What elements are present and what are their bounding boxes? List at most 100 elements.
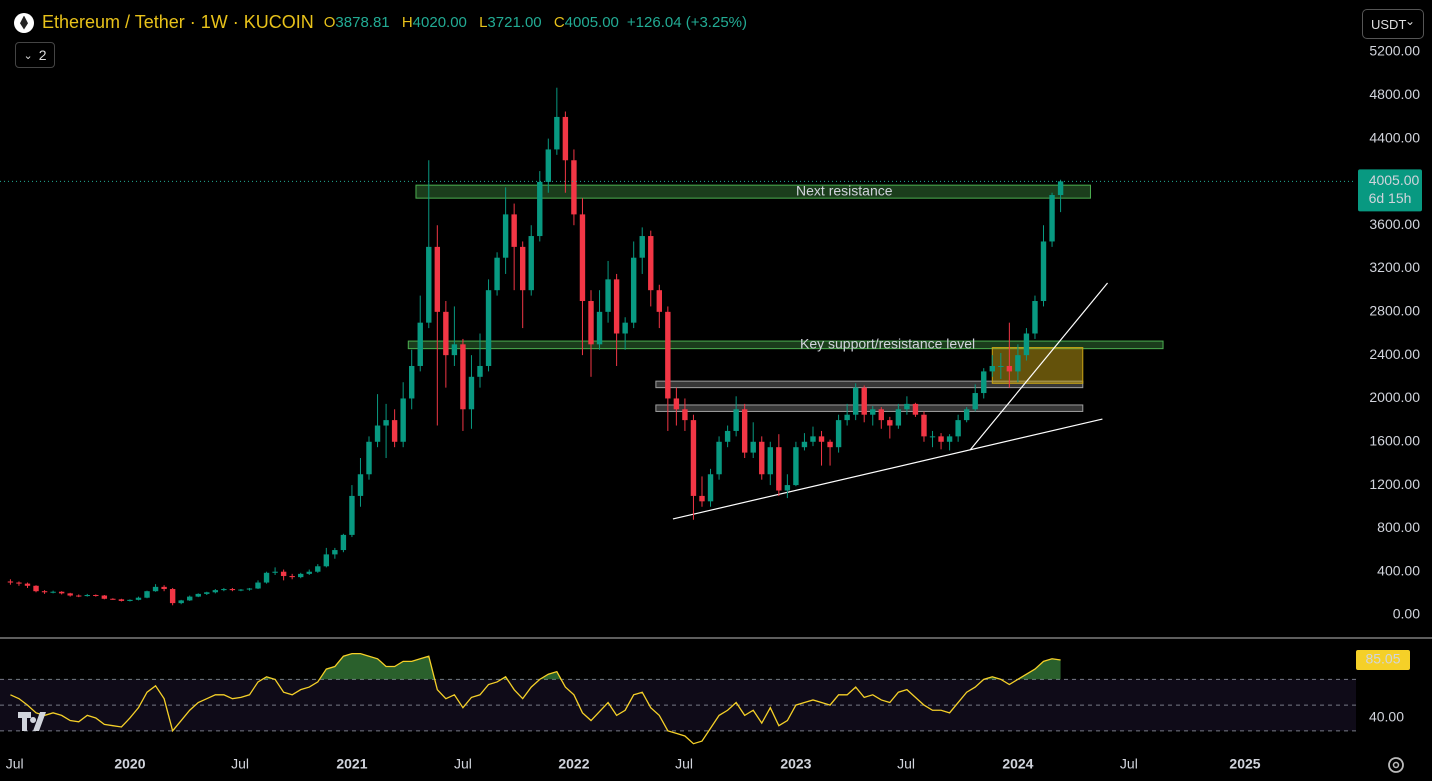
y-tick-label: 800.00	[1377, 519, 1420, 535]
y-tick-label: 4800.00	[1369, 86, 1420, 102]
candle-body	[127, 599, 133, 601]
candle-body	[519, 246, 526, 291]
y-tick-label: 1600.00	[1369, 432, 1420, 448]
y-tick-label: 5200.00	[1369, 43, 1420, 59]
candle-body	[784, 485, 791, 491]
candle-body	[477, 365, 483, 377]
settings-icon-hole	[1392, 761, 1400, 769]
candle-body	[417, 322, 423, 366]
candle-body	[605, 279, 611, 312]
candle-body	[750, 441, 756, 453]
y-tick-label: 2400.00	[1369, 346, 1420, 362]
rsi-value-label: 85.05	[1365, 651, 1400, 667]
indicators-toggle[interactable]: ⌄ 2	[15, 42, 55, 68]
settings-icon[interactable]	[1388, 757, 1404, 773]
candle-body	[1049, 195, 1055, 242]
candle-body	[929, 436, 936, 438]
candle-body	[24, 583, 31, 586]
candle-body	[707, 474, 714, 502]
candle-body	[1023, 333, 1030, 356]
candle-body	[759, 441, 765, 475]
low-label: L	[479, 14, 488, 31]
zone	[655, 404, 1084, 412]
candle-body	[946, 436, 953, 442]
x-tick-label: Jul	[1120, 756, 1138, 772]
zone	[655, 380, 1084, 389]
candle-body	[545, 149, 552, 182]
candle-body	[571, 160, 577, 215]
candle-body	[332, 550, 338, 555]
candle-body	[50, 591, 56, 593]
candle-body	[280, 571, 287, 577]
y-tick-label: 2800.00	[1369, 303, 1420, 319]
candle-body	[443, 311, 449, 356]
candle-body	[921, 414, 927, 437]
candle-body	[818, 436, 825, 442]
candle-body	[801, 441, 808, 448]
candle-body	[724, 430, 731, 442]
candle-body	[494, 257, 500, 291]
candle-body	[118, 599, 125, 601]
candle-body	[161, 586, 167, 590]
candle-body	[340, 534, 347, 551]
candle-body	[622, 322, 628, 334]
trend-line	[969, 282, 1109, 451]
x-tick-label: Jul	[675, 756, 693, 772]
symbol-title[interactable]: Ethereum / Tether · 1W · KUCOIN	[42, 12, 314, 32]
symbol-header: Ethereum / Tether · 1W · KUCOIN O3878.81…	[14, 12, 747, 33]
logo-shape	[18, 712, 46, 731]
y-tick-label: 400.00	[1377, 562, 1420, 578]
currency-select[interactable]: USDT	[1362, 9, 1424, 39]
candle-body	[1032, 301, 1038, 334]
candle-body	[110, 598, 116, 600]
candle-body	[1015, 355, 1021, 372]
candle-body	[648, 236, 654, 291]
candle-body	[76, 595, 82, 597]
candle-body	[409, 365, 415, 399]
candle-body	[255, 582, 261, 589]
candle-body	[204, 592, 210, 594]
candle-body	[630, 257, 637, 323]
candle-body	[733, 409, 739, 431]
close-label: C	[553, 14, 565, 31]
candle-body	[878, 409, 884, 421]
candle-body	[716, 441, 722, 475]
candle-body	[562, 116, 569, 161]
candle-body	[349, 495, 355, 535]
open-value: 3878.81	[335, 14, 390, 31]
last-price-box	[1358, 169, 1422, 212]
x-tick-label: 2023	[780, 756, 811, 772]
candle-body	[528, 236, 534, 291]
candle-body	[511, 214, 517, 247]
y-tick-label: 0.00	[1393, 606, 1420, 622]
candle-body	[844, 414, 850, 421]
y-tick-label: 3600.00	[1369, 216, 1420, 232]
candle-body	[460, 344, 466, 410]
low-value: 3721.00	[487, 14, 542, 31]
candle-body	[793, 447, 799, 486]
zone	[407, 340, 1164, 350]
candle-body	[306, 571, 312, 574]
x-tick-label: 2021	[336, 756, 367, 772]
candle-body	[135, 597, 142, 600]
candle-body	[690, 420, 697, 496]
candle-body	[315, 566, 321, 572]
candle-body	[776, 447, 782, 491]
candle-body	[537, 181, 543, 237]
candle-body	[434, 246, 441, 312]
candle-body	[246, 588, 253, 590]
candle-body	[221, 589, 227, 591]
candle-body	[238, 589, 244, 591]
candle-body	[41, 591, 48, 593]
rsi-tick-label: 40.00	[1369, 709, 1404, 725]
candle-body	[383, 420, 389, 426]
candle-body	[144, 591, 150, 598]
candle-body	[895, 409, 902, 426]
candle-body	[767, 447, 773, 475]
candle-body	[989, 365, 995, 372]
last-price-label: 4005.00	[1369, 172, 1420, 188]
candle-body	[169, 589, 176, 604]
candle-body	[981, 371, 987, 394]
candle-body	[485, 290, 492, 366]
